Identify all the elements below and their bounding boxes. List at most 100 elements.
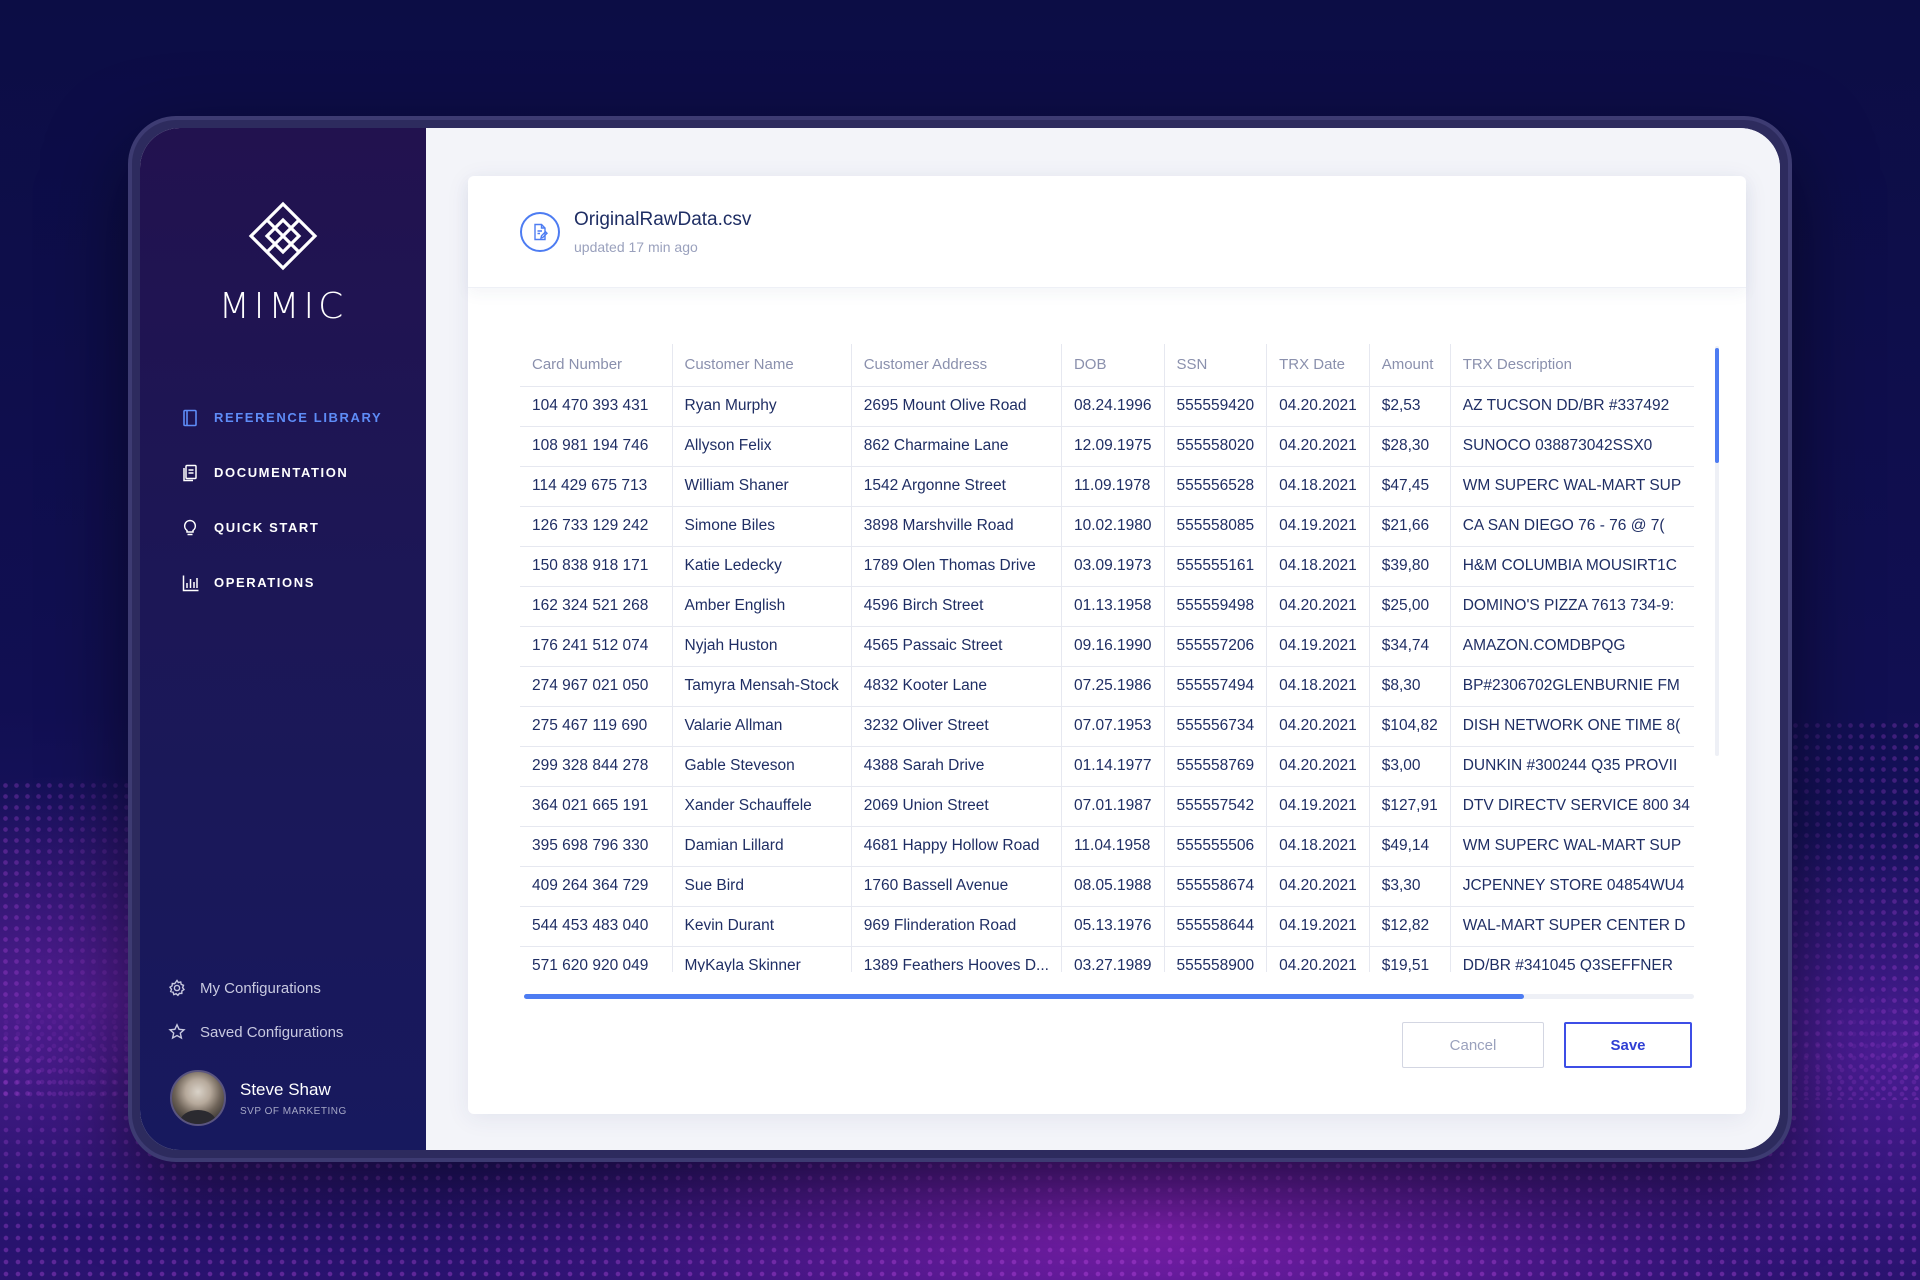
table-cell: 04.18.2021 (1266, 466, 1370, 507)
table-row[interactable]: 162 324 521 268 Amber English 4596 Birch S… (520, 586, 1694, 627)
table-cell: 364 021 665 191 (520, 786, 673, 827)
table-cell: 299 328 844 278 (520, 746, 673, 787)
vertical-scrollbar-track[interactable] (1715, 346, 1719, 756)
saved-configurations-link[interactable]: Saved Configurations (168, 1010, 343, 1054)
table-cell: 555557494 (1164, 666, 1268, 707)
horizontal-scrollbar-thumb[interactable] (524, 994, 1524, 999)
table-cell: Amber English (672, 586, 852, 627)
table-cell: $49,14 (1369, 826, 1451, 867)
cancel-button[interactable]: Cancel (1402, 1022, 1544, 1068)
table-row[interactable]: 395 698 796 330 Damian Lillard 4681 Happy … (520, 826, 1694, 867)
table-cell: Sue Bird (672, 866, 852, 907)
table-cell: $21,66 (1369, 506, 1451, 547)
table-cell: 04.20.2021 (1266, 426, 1370, 467)
table-cell: AMAZON.COMDBPQG (1450, 626, 1694, 667)
table-cell: 4565 Passaic Street (851, 626, 1062, 667)
table-cell: 05.13.1976 (1061, 906, 1165, 947)
table-cell: WM SUPERC WAL-MART SUP (1450, 826, 1694, 867)
my-configurations-link[interactable]: My Configurations (168, 966, 343, 1010)
user-role: SVP OF MARKETING (240, 1105, 347, 1117)
table-cell: 04.19.2021 (1266, 626, 1370, 667)
table-cell: 555558674 (1164, 866, 1268, 907)
table-row[interactable]: 571 620 920 049 MyKayla Skinner 1389 Feath… (520, 946, 1694, 972)
table-cell: 08.05.1988 (1061, 866, 1165, 907)
column-header[interactable]: Customer Name (672, 344, 852, 387)
table-row[interactable]: 409 264 364 729 Sue Bird 1760 Bassell Aven… (520, 866, 1694, 907)
table-row[interactable]: 126 733 129 242 Simone Biles 3898 Marshvil… (520, 506, 1694, 547)
table-cell: 04.20.2021 (1266, 706, 1370, 747)
lightbulb-icon (182, 519, 200, 537)
nav-item-operations[interactable]: OPERATIONS (182, 555, 382, 610)
table-cell: $28,30 (1369, 426, 1451, 467)
table-row[interactable]: 108 981 194 746 Allyson Felix 862 Charmain… (520, 426, 1694, 467)
table-cell: 555558644 (1164, 906, 1268, 947)
table-cell: 275 467 119 690 (520, 706, 673, 747)
user-name: Steve Shaw (240, 1079, 331, 1099)
table-cell: 07.07.1953 (1061, 706, 1165, 747)
nav-label: QUICK START (214, 520, 320, 535)
table-cell: $104,82 (1369, 706, 1451, 747)
table-cell: 4832 Kooter Lane (851, 666, 1062, 707)
table-cell: 274 967 021 050 (520, 666, 673, 707)
save-button[interactable]: Save (1564, 1022, 1692, 1068)
user-profile[interactable]: Steve Shaw SVP OF MARKETING (170, 1070, 347, 1126)
app-screen: MIMIC REFERENCE LIBRARY DOCUMENTATION (140, 128, 1780, 1150)
column-header[interactable]: DOB (1061, 344, 1165, 387)
table-cell: 555556528 (1164, 466, 1268, 507)
sidebar-nav: REFERENCE LIBRARY DOCUMENTATION QUICK ST… (182, 390, 382, 610)
table-row[interactable]: 104 470 393 431 Ryan Murphy 2695 Mount Oli… (520, 386, 1694, 427)
table-row[interactable]: 274 967 021 050 Tamyra Mensah-Stock 4832 K… (520, 666, 1694, 707)
table-header-row: Card Number Customer Name Customer Address… (520, 344, 1694, 387)
table-cell: CA SAN DIEGO 76 - 76 @ 7( (1450, 506, 1694, 547)
nav-item-documentation[interactable]: DOCUMENTATION (182, 445, 382, 500)
table-row[interactable]: 275 467 119 690 Valarie Allman 3232 Oliver… (520, 706, 1694, 747)
data-table-viewport[interactable]: Card Number Customer Name Customer Address… (520, 344, 1694, 972)
table-cell: 08.24.1996 (1061, 386, 1165, 427)
brand-name: MIMIC (218, 286, 348, 327)
table-cell: JCPENNEY STORE 04854WU4 (1450, 866, 1694, 907)
file-header: OriginalRawData.csv updated 17 min ago (468, 176, 1746, 288)
table-cell: 07.01.1987 (1061, 786, 1165, 827)
table-cell: $8,30 (1369, 666, 1451, 707)
file-edit-icon (520, 211, 560, 252)
table-cell: 555558085 (1164, 506, 1268, 547)
table-cell: 395 698 796 330 (520, 826, 673, 867)
table-cell: 409 264 364 729 (520, 866, 673, 907)
column-header[interactable]: Amount (1369, 344, 1451, 387)
logo: MIMIC (140, 200, 426, 327)
column-header[interactable]: TRX Date (1266, 344, 1370, 387)
table-cell: 114 429 675 713 (520, 466, 673, 507)
table-cell: 1542 Argonne Street (851, 466, 1062, 507)
table-row[interactable]: 150 838 918 171 Katie Ledecky 1789 Olen Th… (520, 546, 1694, 587)
table-cell: 969 Flinderation Road (851, 906, 1062, 947)
column-header[interactable]: Customer Address (851, 344, 1062, 387)
column-header[interactable]: Card Number (520, 344, 673, 387)
vertical-scrollbar-thumb[interactable] (1715, 348, 1719, 463)
table-cell: 3232 Oliver Street (851, 706, 1062, 747)
table-cell: 07.25.1986 (1061, 666, 1165, 707)
table-cell: 555559498 (1164, 586, 1268, 627)
table-cell: 4388 Sarah Drive (851, 746, 1062, 787)
table-cell: 126 733 129 242 (520, 506, 673, 547)
table-row[interactable]: 364 021 665 191 Xander Schauffele 2069 Uni… (520, 786, 1694, 827)
table-cell: 555555506 (1164, 826, 1268, 867)
column-header[interactable]: SSN (1164, 344, 1268, 387)
nav-item-quick-start[interactable]: QUICK START (182, 500, 382, 555)
table-cell: SUNOCO 038873042SSX0 (1450, 426, 1694, 467)
table-row[interactable]: 176 241 512 074 Nyjah Huston 4565 Passaic … (520, 626, 1694, 667)
table-cell: Allyson Felix (672, 426, 852, 467)
table-row[interactable]: 114 429 675 713 William Shaner 1542 Argonn… (520, 466, 1694, 507)
table-row[interactable]: 299 328 844 278 Gable Steveson 4388 Sarah … (520, 746, 1694, 787)
nav-item-reference-library[interactable]: REFERENCE LIBRARY (182, 390, 382, 445)
cfg-label: My Configurations (200, 979, 321, 997)
column-header[interactable]: TRX Description (1450, 344, 1694, 387)
table-cell: 108 981 194 746 (520, 426, 673, 467)
table-cell: DOMINO'S PIZZA 7613 734-9: (1450, 586, 1694, 627)
table-cell: 555557206 (1164, 626, 1268, 667)
table-cell: MyKayla Skinner (672, 946, 852, 972)
table-cell: 10.02.1980 (1061, 506, 1165, 547)
table-cell: 555556734 (1164, 706, 1268, 747)
mimic-logo-icon (248, 201, 318, 271)
table-row[interactable]: 544 453 483 040 Kevin Durant 969 Flinderat… (520, 906, 1694, 947)
table-cell: 01.14.1977 (1061, 746, 1165, 787)
